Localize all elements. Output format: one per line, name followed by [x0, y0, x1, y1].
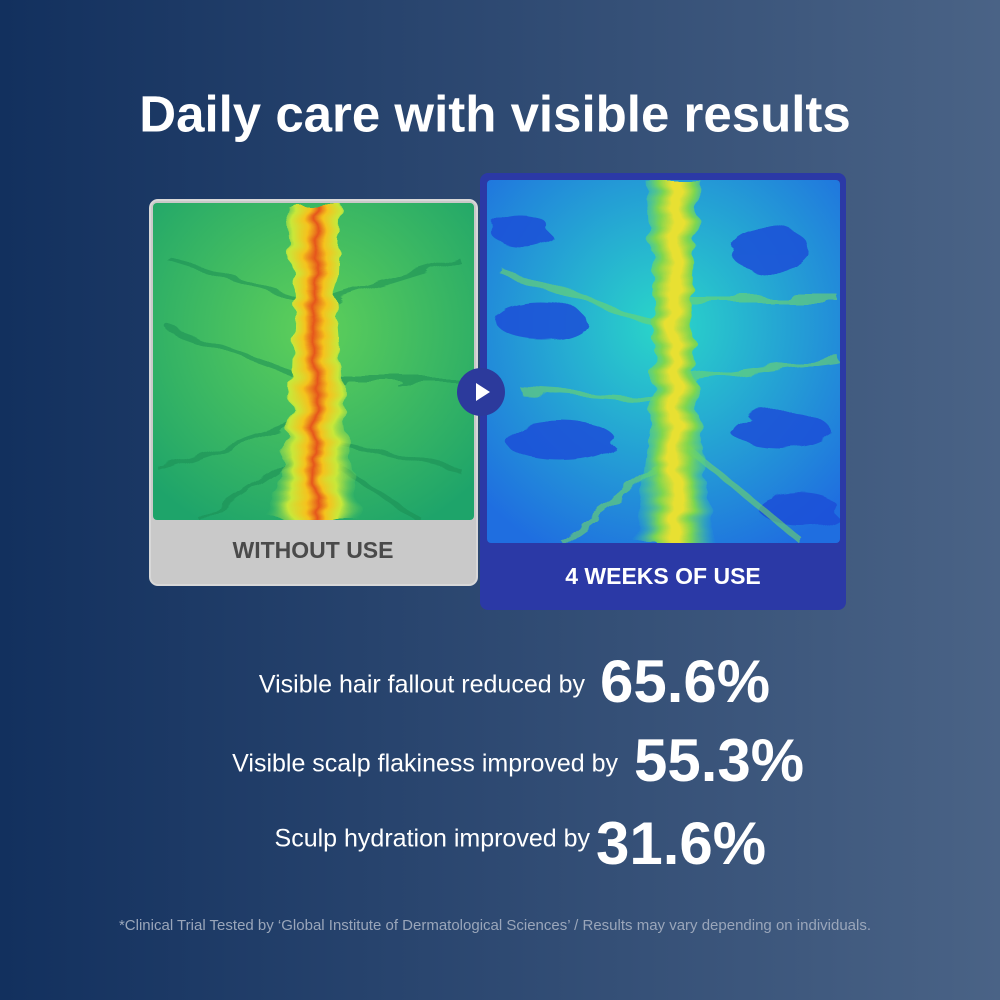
- stat-value: 55.3%: [634, 727, 804, 794]
- footnote: *Clinical Trial Tested by ‘Global Instit…: [119, 917, 871, 934]
- after-label: 4 WEEKS OF USE: [565, 563, 761, 589]
- stat-value: 31.6%: [596, 810, 766, 877]
- title: Daily care with visible results: [139, 85, 851, 142]
- stats: Visible hair fallout reduced by 65.6% Vi…: [232, 648, 804, 877]
- after-panel: 4 WEEKS OF USE: [480, 173, 846, 610]
- stat-text: Visible hair fallout reduced by: [259, 671, 586, 699]
- stat-text: Visible scalp flakiness improved by: [232, 750, 618, 778]
- before-image: [153, 203, 474, 520]
- stat-value: 65.6%: [600, 648, 770, 715]
- before-label: WITHOUT USE: [233, 537, 394, 563]
- before-panel: WITHOUT USE: [149, 199, 478, 586]
- play-icon: [457, 368, 505, 416]
- stat-text: Sculp hydration improved by: [275, 825, 591, 853]
- after-image: [487, 180, 840, 543]
